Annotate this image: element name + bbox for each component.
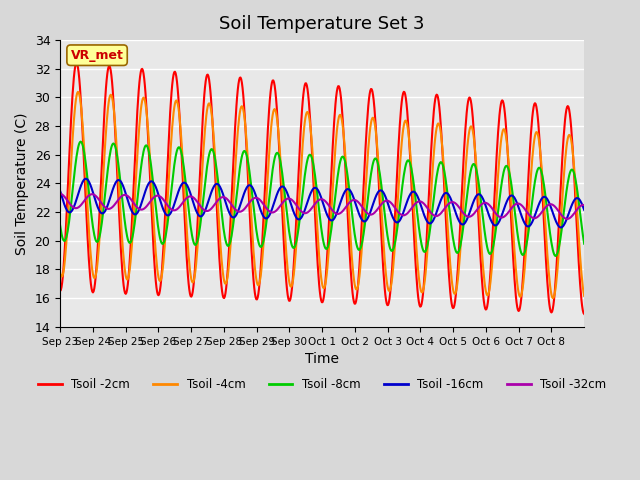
Y-axis label: Soil Temperature (C): Soil Temperature (C): [15, 112, 29, 255]
Text: VR_met: VR_met: [70, 48, 124, 62]
Title: Soil Temperature Set 3: Soil Temperature Set 3: [220, 15, 425, 33]
X-axis label: Time: Time: [305, 352, 339, 366]
Legend: Tsoil -2cm, Tsoil -4cm, Tsoil -8cm, Tsoil -16cm, Tsoil -32cm: Tsoil -2cm, Tsoil -4cm, Tsoil -8cm, Tsoi…: [33, 373, 611, 396]
